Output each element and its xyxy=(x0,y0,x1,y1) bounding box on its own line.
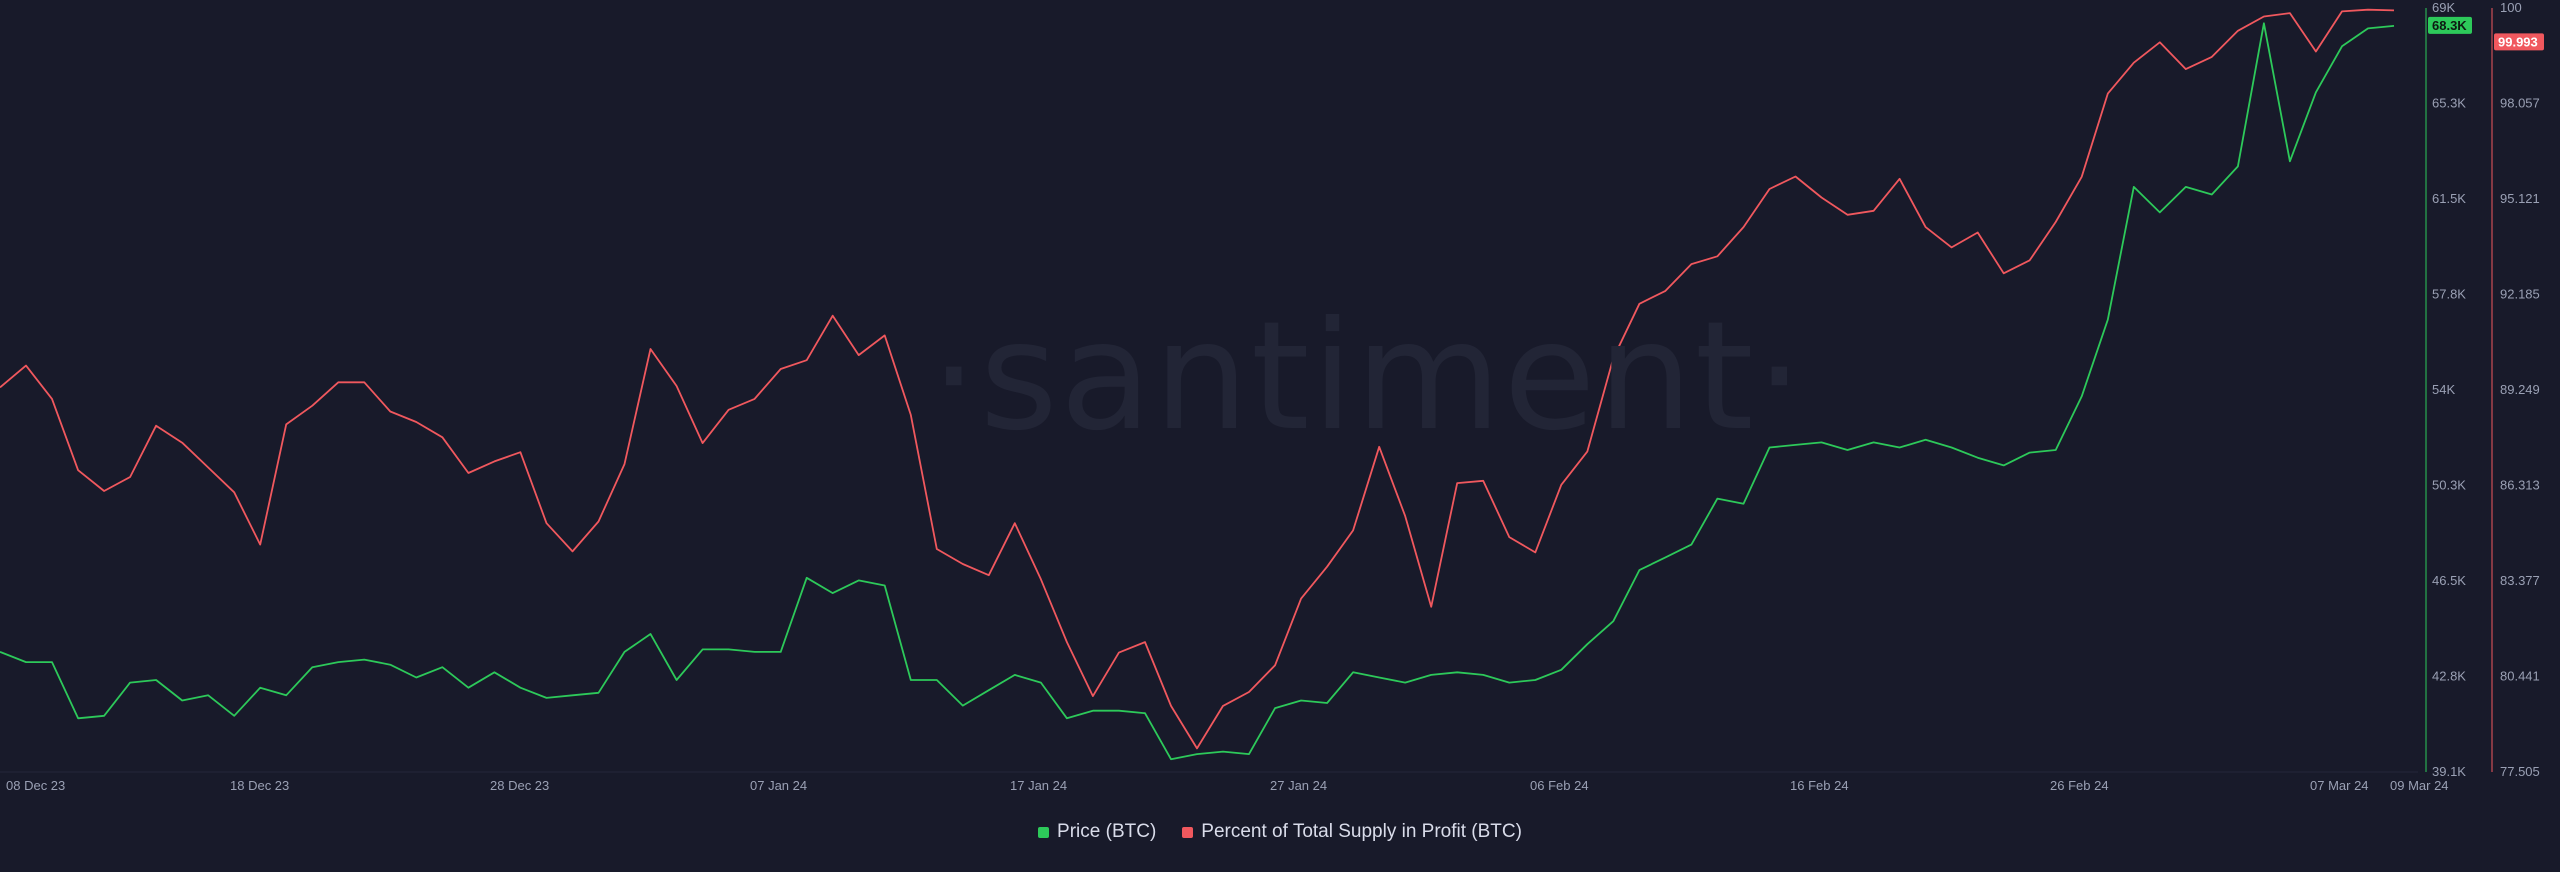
left-axis-tick-label: 39.1K xyxy=(2432,764,2466,779)
profit-current-badge xyxy=(2494,33,2544,51)
legend-item-profit[interactable]: Percent of Total Supply in Profit (BTC) xyxy=(1182,821,1522,843)
legend-swatch-price xyxy=(1038,826,1050,838)
legend: Price (BTC) Percent of Total Supply in P… xyxy=(0,821,2560,843)
left-axis-tick-label: 65.3K xyxy=(2432,96,2466,111)
price-series-line xyxy=(0,22,2395,761)
x-axis-tick-label: 27 Jan 24 xyxy=(1270,778,1327,793)
legend-item-price[interactable]: Price (BTC) xyxy=(1038,821,1156,843)
left-axis-tick-label: 69K xyxy=(2432,0,2455,15)
right-axis-tick-label: 86.313 xyxy=(2500,478,2540,493)
left-axis-tick-label: 54K xyxy=(2432,382,2455,397)
left-axis-tick-label: 50.3K xyxy=(2432,478,2466,493)
watermark-text: ·santiment· xyxy=(930,290,1806,464)
left-axis-tick-label: 46.5K xyxy=(2432,573,2466,588)
profit-series-line xyxy=(0,8,2395,750)
right-axis-tick-label: 80.441 xyxy=(2500,669,2540,684)
legend-swatch-profit xyxy=(1182,826,1194,838)
x-axis-tick-label: 26 Feb 24 xyxy=(2050,778,2109,793)
right-axis-tick-label: 77.505 xyxy=(2500,764,2540,779)
x-axis-tick-label: 08 Dec 23 xyxy=(6,778,65,793)
x-axis-tick-label: 17 Jan 24 xyxy=(1010,778,1067,793)
right-axis-tick-label: 95.121 xyxy=(2500,191,2540,206)
price-current-badge xyxy=(2428,16,2472,34)
right-axis-tick-label: 98.057 xyxy=(2500,96,2540,111)
profit-current-value: 99.993 xyxy=(2498,34,2538,49)
right-axis-tick-label: 89.249 xyxy=(2500,382,2540,397)
left-axis-tick-label: 42.8K xyxy=(2432,669,2466,684)
right-axis-tick-label: 83.377 xyxy=(2500,573,2540,588)
price-current-value: 68.3K xyxy=(2432,18,2467,33)
x-axis-tick-label: 06 Feb 24 xyxy=(1530,778,1589,793)
legend-label-price: Price (BTC) xyxy=(1057,821,1157,842)
right-axis-tick-label: 100 xyxy=(2500,0,2522,15)
left-axis-tick-label: 57.8K xyxy=(2432,287,2466,302)
x-axis-tick-label: 28 Dec 23 xyxy=(490,778,549,793)
x-axis-tick-label: 09 Mar 24 xyxy=(2390,778,2449,793)
x-axis-tick-label: 18 Dec 23 xyxy=(230,778,289,793)
left-axis-tick-label: 61.5K xyxy=(2432,191,2466,206)
x-axis-tick-label: 07 Jan 24 xyxy=(750,778,807,793)
legend-label-profit: Percent of Total Supply in Profit (BTC) xyxy=(1201,821,1522,842)
right-axis-tick-label: 92.185 xyxy=(2500,287,2540,302)
x-axis-tick-label: 16 Feb 24 xyxy=(1790,778,1849,793)
x-axis-tick-label: 07 Mar 24 xyxy=(2310,778,2369,793)
